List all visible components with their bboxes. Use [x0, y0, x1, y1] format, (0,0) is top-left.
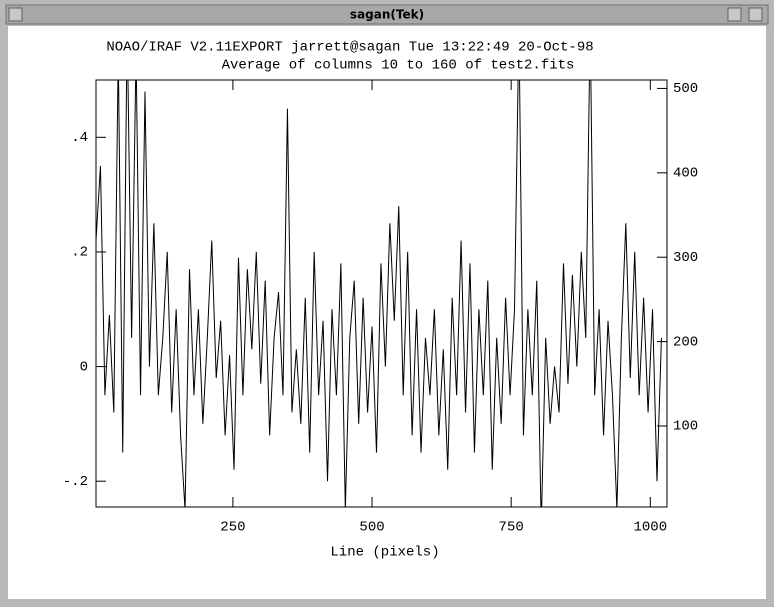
y2-tick-label: 300: [673, 250, 698, 266]
y2-tick-label: 500: [673, 81, 698, 97]
minimize-button[interactable]: [727, 7, 742, 22]
y-tick-label: 0: [80, 359, 88, 375]
data-line: [96, 80, 662, 507]
title-bar: [5, 4, 769, 25]
window-title: sagan(Tek): [350, 8, 424, 22]
y-tick-label: -.2: [63, 474, 88, 490]
x-tick-label: 250: [220, 520, 245, 536]
y-tick-label: .4: [71, 130, 88, 146]
x-tick-label: 750: [499, 520, 524, 536]
x-tick-label: 500: [359, 520, 384, 536]
chart-subtitle: Average of columns 10 to 160 of test2.fi…: [222, 58, 575, 74]
menu-button[interactable]: [8, 7, 23, 22]
y2-tick-label: 100: [673, 419, 698, 435]
x-axis-label: Line (pixels): [330, 545, 439, 561]
y2-tick-label: 400: [673, 166, 698, 182]
maximize-button[interactable]: [748, 7, 763, 22]
y2-tick-label: 200: [673, 334, 698, 350]
chart-title: NOAO/IRAF V2.11EXPORT jarrett@sagan Tue …: [106, 40, 593, 56]
y-tick-label: .2: [71, 245, 88, 261]
axes-box: [95, 79, 668, 508]
x-tick-label: 1000: [633, 520, 667, 536]
